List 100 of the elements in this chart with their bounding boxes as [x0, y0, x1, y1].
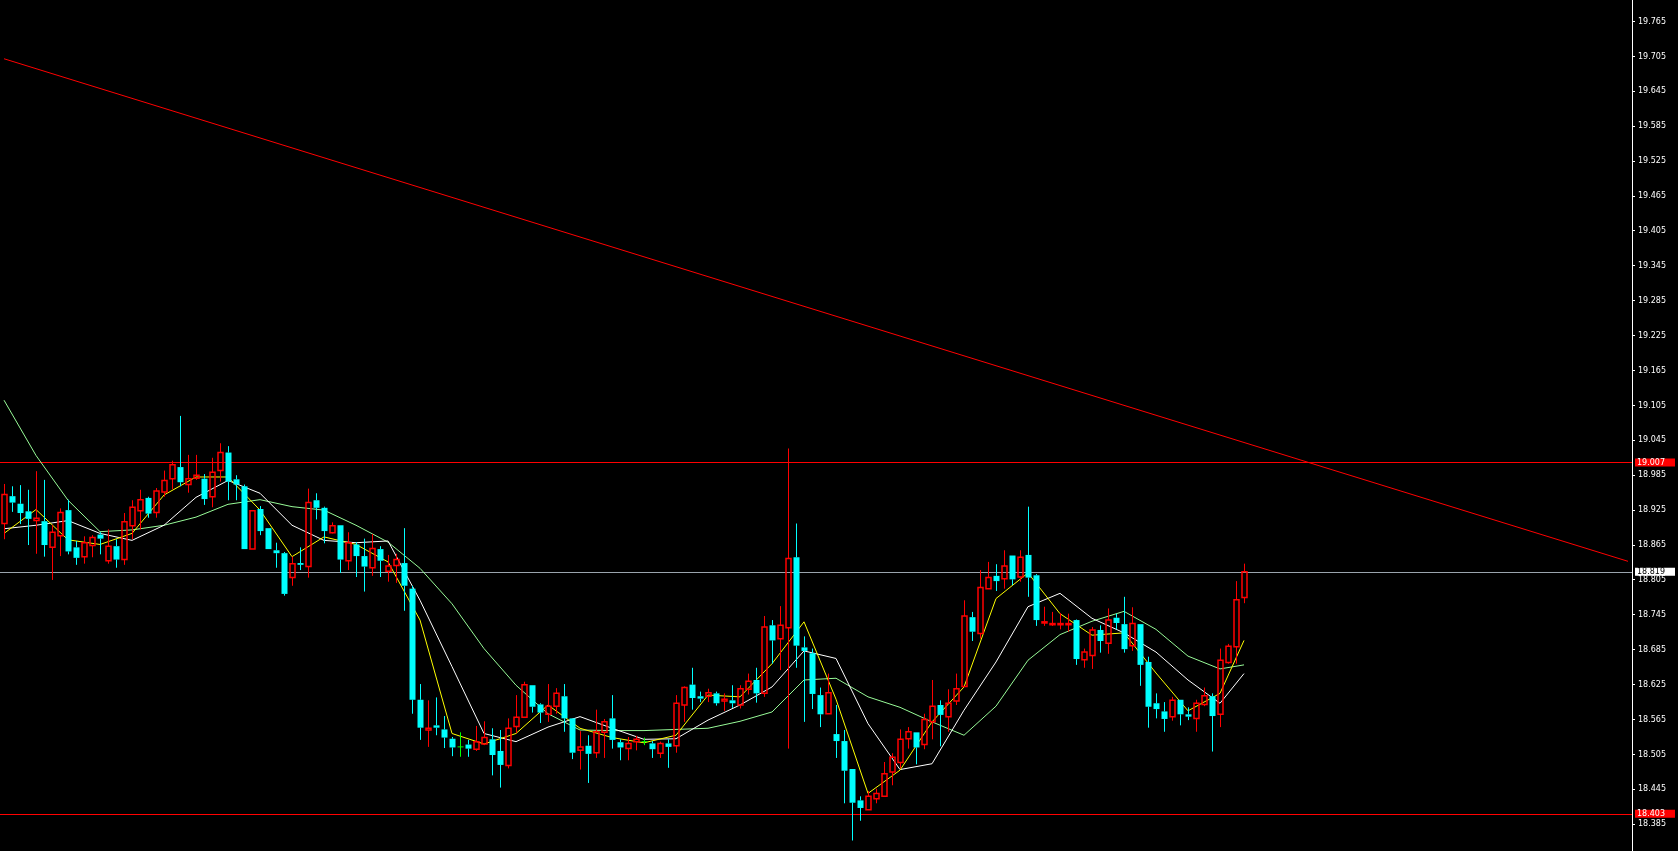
candlestick — [409, 585, 416, 715]
candlestick — [713, 691, 720, 707]
y-tick-label: 18.985 — [1638, 470, 1666, 480]
candlestick — [41, 479, 48, 558]
y-tick-label: 18.805 — [1638, 575, 1666, 585]
ref-line-label: 18.403 — [1637, 809, 1665, 819]
y-tick-label: 19.645 — [1638, 86, 1666, 96]
candlestick — [1185, 706, 1192, 721]
candlestick — [913, 732, 920, 765]
candlestick — [289, 556, 296, 587]
candlestick — [449, 736, 456, 757]
candlestick — [833, 704, 840, 759]
candlestick — [281, 553, 288, 597]
candlestick — [273, 542, 280, 569]
candlestick — [25, 489, 32, 546]
candlestick — [417, 683, 424, 741]
candlestick — [1177, 699, 1184, 726]
candlestick — [321, 507, 328, 544]
candlestick — [1025, 506, 1032, 598]
y-tick-label: 18.865 — [1638, 540, 1666, 550]
candlestick — [857, 795, 864, 822]
y-tick-label: 19.225 — [1638, 330, 1666, 340]
y-tick-label: 19.765 — [1638, 16, 1666, 26]
y-tick-label: 19.045 — [1638, 435, 1666, 445]
y-tick-label: 18.925 — [1638, 505, 1666, 515]
ref-line-label: 19.007 — [1637, 458, 1665, 468]
candlestick — [337, 525, 344, 574]
candlestick — [297, 546, 304, 571]
candlestick — [465, 739, 472, 758]
ref-line-label: 18.819 — [1637, 567, 1665, 577]
y-tick-label: 18.685 — [1638, 644, 1666, 654]
candlestick — [361, 538, 368, 593]
candlestick — [969, 611, 976, 642]
candlestick — [489, 727, 496, 776]
candlestick — [529, 685, 536, 714]
candlestick — [809, 648, 816, 710]
y-tick-label: 19.525 — [1638, 156, 1666, 166]
candlestick — [425, 699, 432, 748]
candlestick — [905, 726, 912, 750]
y-tick-label: 19.705 — [1638, 51, 1666, 61]
candlestick — [841, 729, 848, 804]
candlestick — [145, 497, 152, 519]
candlestick — [1121, 596, 1128, 654]
y-tick-label: 19.285 — [1638, 295, 1666, 305]
candlestick — [569, 718, 576, 760]
candlestick — [665, 738, 672, 769]
candlestick — [313, 492, 320, 520]
candlestick — [353, 541, 360, 578]
candlestick — [225, 445, 232, 501]
candlestick — [609, 694, 616, 750]
candlestick — [1145, 656, 1152, 729]
candlestick — [257, 505, 264, 536]
candlestick — [585, 734, 592, 784]
candlestick — [753, 667, 760, 704]
candlestick — [849, 768, 856, 842]
candlestick — [769, 619, 776, 665]
candlestick — [953, 673, 960, 706]
candlestick — [113, 538, 120, 569]
candlestick — [577, 730, 584, 771]
candlestick — [17, 484, 24, 525]
candlestick — [65, 499, 72, 555]
y-tick-label: 18.505 — [1638, 749, 1666, 759]
candlestick — [689, 667, 696, 711]
candlestick — [1009, 555, 1016, 586]
candlestick — [497, 729, 504, 789]
candlestick — [625, 736, 632, 761]
candlestick — [561, 683, 568, 733]
candlestick — [793, 523, 800, 669]
y-tick-label: 18.445 — [1638, 784, 1666, 794]
candlestick — [201, 473, 208, 506]
candlestick — [433, 696, 440, 736]
candlestick — [233, 474, 240, 501]
y-tick-label: 19.345 — [1638, 260, 1666, 270]
candlestick — [617, 738, 624, 761]
candlestick — [97, 531, 104, 555]
y-tick-label: 18.625 — [1638, 679, 1666, 689]
candlestick — [9, 485, 16, 513]
candlestick — [1073, 620, 1080, 666]
candlestick — [1105, 607, 1112, 655]
y-tick-label: 19.585 — [1638, 121, 1666, 131]
candlestick — [1153, 692, 1160, 719]
candlestick — [177, 415, 184, 487]
candlestick — [73, 540, 80, 566]
candlestick — [817, 687, 824, 728]
y-tick-label: 18.565 — [1638, 714, 1666, 724]
candlestick — [649, 740, 656, 759]
candlestick — [1209, 692, 1216, 753]
candlestick — [993, 563, 1000, 592]
candlestick — [457, 731, 464, 758]
candlestick — [377, 545, 384, 578]
y-tick-label: 19.165 — [1638, 365, 1666, 375]
candlestick — [1161, 701, 1168, 733]
candlestick — [729, 684, 736, 709]
candlestick — [441, 715, 448, 749]
candlestick — [1033, 575, 1040, 627]
candlestick — [801, 635, 808, 723]
y-tick-label: 19.465 — [1638, 191, 1666, 201]
y-tick-label: 19.105 — [1638, 400, 1666, 410]
candlestick — [937, 699, 944, 747]
candlestick — [1097, 624, 1104, 654]
